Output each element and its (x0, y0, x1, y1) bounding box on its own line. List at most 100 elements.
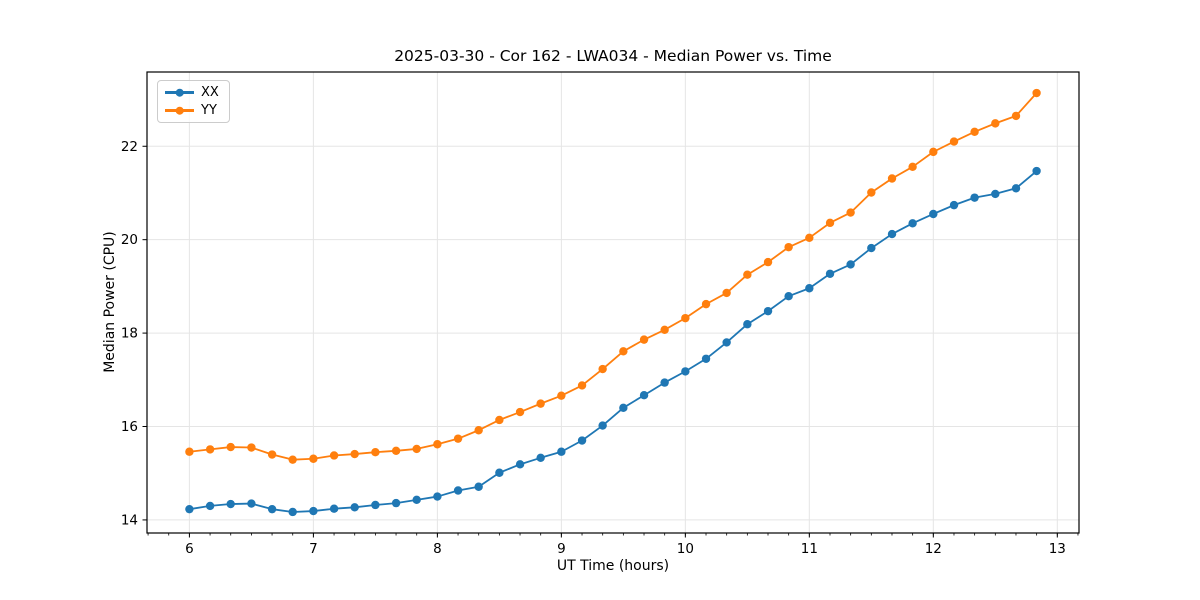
data-point-yy (453, 434, 463, 443)
xx-line-marker-swatch (165, 88, 194, 97)
data-point-xx (288, 507, 297, 517)
data-point-yy (929, 147, 938, 157)
data-point-yy (991, 119, 1000, 128)
data-point-xx (722, 338, 731, 347)
data-point-yy (743, 270, 752, 279)
y-tick-label: 22 (121, 139, 138, 155)
y-tick-label: 20 (121, 232, 138, 248)
data-point-xx (309, 506, 318, 516)
data-point-xx (536, 453, 545, 462)
data-point-yy (185, 447, 194, 456)
data-point-xx (515, 460, 525, 469)
data-point-yy (474, 426, 483, 435)
data-point-xx (557, 447, 566, 456)
x-tick-label: 11 (801, 541, 818, 557)
data-point-xx (639, 391, 649, 400)
data-point-yy (205, 445, 215, 454)
data-point-xx (185, 504, 194, 514)
data-point-yy (557, 391, 566, 400)
data-point-xx (577, 436, 587, 445)
data-point-yy (267, 450, 277, 459)
x-tick-label: 13 (1049, 541, 1066, 557)
data-point-yy (949, 137, 959, 146)
data-point-xx (412, 495, 421, 505)
data-point-yy (495, 415, 504, 425)
data-point-xx (1032, 166, 1041, 176)
x-tick-label: 9 (557, 541, 566, 557)
legend-item-yy: YY (165, 104, 219, 117)
data-point-xx (949, 200, 959, 210)
data-point-xx (991, 189, 1000, 199)
legend-item-xx: XX (165, 86, 219, 99)
x-axis-label: UT Time (hours) (556, 558, 670, 574)
data-point-yy (412, 444, 421, 454)
data-point-yy (391, 446, 401, 455)
x-tick-label: 10 (677, 541, 694, 557)
x-tick-label: 12 (925, 541, 942, 557)
data-point-yy (329, 451, 339, 460)
data-point-xx (598, 421, 607, 430)
data-point-xx (267, 504, 277, 514)
data-point-xx (453, 486, 463, 495)
data-point-yy (288, 455, 297, 464)
data-point-xx (619, 403, 628, 413)
series-line-yy (189, 92, 1038, 461)
data-point-xx (784, 291, 793, 301)
y-tick-label: 18 (121, 326, 138, 342)
data-point-yy (536, 399, 545, 408)
data-point-yy (846, 208, 855, 217)
data-point-xx (391, 498, 401, 508)
data-point-yy (763, 257, 773, 267)
y-tick-label: 14 (121, 512, 138, 528)
x-tick-label: 8 (433, 541, 442, 557)
data-point-xx (495, 468, 504, 477)
data-point-yy (722, 288, 731, 298)
data-point-yy (701, 299, 711, 309)
data-point-yy (577, 381, 587, 390)
data-point-xx (887, 229, 897, 239)
data-point-yy (1011, 111, 1021, 121)
data-point-yy (867, 188, 876, 197)
data-point-xx (825, 269, 835, 278)
data-point-yy (660, 325, 669, 335)
x-tick-label: 6 (185, 541, 194, 557)
data-point-yy (226, 442, 235, 452)
data-point-xx (247, 499, 256, 508)
legend[interactable]: XX YY (157, 80, 230, 123)
data-point-yy (681, 313, 690, 323)
data-point-yy (970, 127, 979, 136)
data-point-xx (329, 504, 339, 513)
data-point-xx (226, 499, 235, 509)
data-point-xx (660, 378, 669, 387)
data-point-xx (681, 367, 690, 376)
data-point-xx (350, 503, 359, 512)
data-point-yy (805, 233, 814, 243)
data-point-yy (247, 443, 256, 452)
data-point-yy (515, 407, 525, 417)
data-point-xx (908, 219, 917, 228)
data-point-yy (371, 448, 380, 457)
data-point-xx (763, 306, 773, 316)
data-point-yy (598, 364, 607, 374)
yy-line-marker-swatch (165, 106, 194, 115)
legend-label-xx: XX (201, 85, 219, 100)
y-tick-label: 16 (121, 419, 138, 435)
data-point-yy (350, 449, 359, 459)
data-point-xx (867, 243, 876, 253)
data-point-yy (1032, 88, 1041, 98)
data-point-xx (846, 260, 855, 269)
data-point-xx (970, 193, 979, 202)
data-point-xx (474, 482, 483, 491)
data-point-xx (743, 320, 752, 329)
axes-spines (146, 71, 1080, 534)
data-point-yy (639, 335, 649, 344)
data-point-yy (825, 218, 835, 228)
data-point-xx (1011, 184, 1021, 193)
chart-title: 2025-03-30 - Cor 162 - LWA034 - Median P… (394, 47, 832, 65)
legend-label-yy: YY (201, 103, 217, 118)
data-point-xx (433, 492, 442, 501)
data-point-yy (887, 174, 897, 183)
data-point-yy (619, 347, 628, 356)
